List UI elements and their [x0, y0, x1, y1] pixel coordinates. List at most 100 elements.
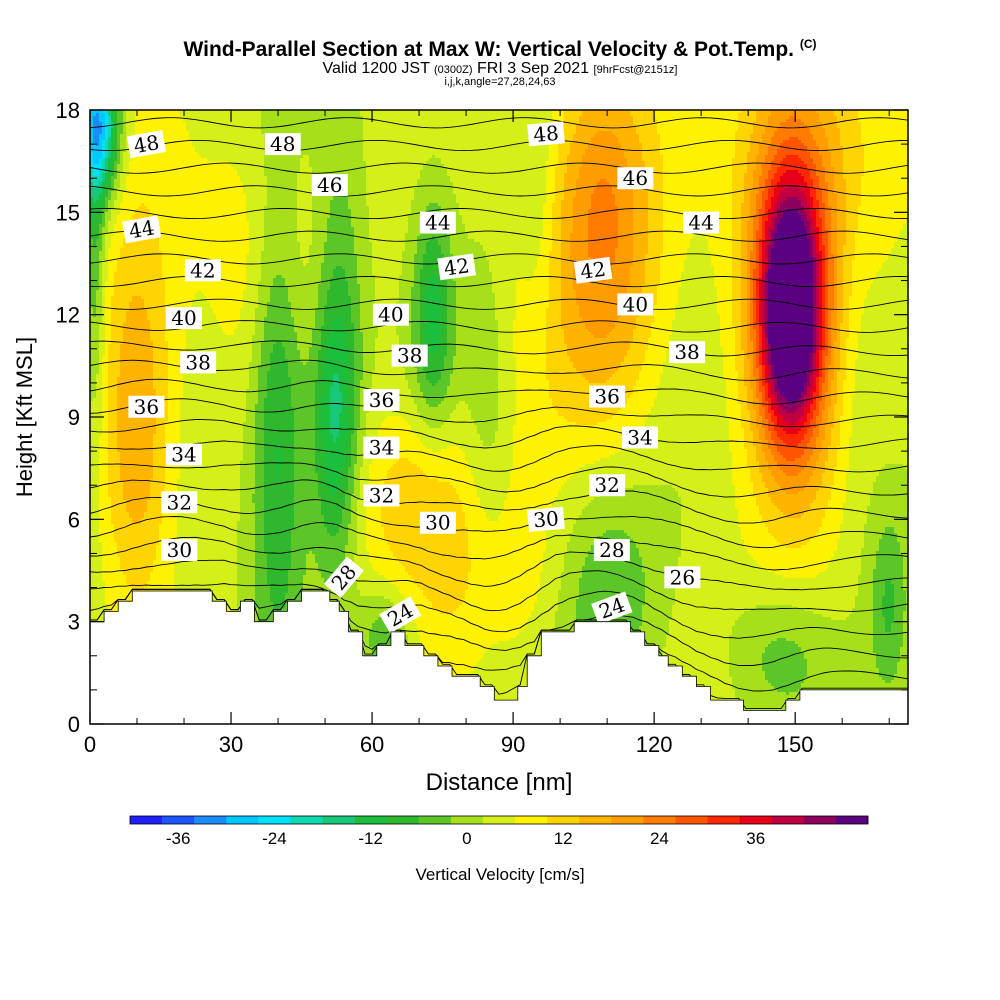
w-cell [105, 320, 108, 323]
w-cell [99, 602, 102, 605]
w-cell [105, 515, 108, 518]
w-cell [99, 452, 102, 455]
w-cell [93, 575, 96, 578]
w-cell [96, 437, 99, 440]
w-cell [105, 440, 108, 443]
w-cell [102, 584, 105, 587]
w-cell [96, 584, 99, 587]
w-cell [99, 272, 102, 275]
w-cell [99, 494, 102, 497]
w-cell [114, 452, 117, 455]
w-cell [105, 407, 108, 410]
w-cell [111, 275, 114, 278]
w-cell [111, 167, 114, 170]
w-cell [93, 155, 96, 158]
w-cell [105, 560, 108, 563]
w-cell [111, 419, 114, 422]
w-cell [114, 485, 117, 488]
w-cell [108, 179, 111, 182]
w-cell [96, 497, 99, 500]
w-cell [96, 422, 99, 425]
w-cell [105, 536, 108, 539]
w-cell [111, 293, 114, 296]
w-cell [99, 158, 102, 161]
w-cell [93, 329, 96, 332]
w-cell [93, 398, 96, 401]
w-cell [96, 215, 99, 218]
w-cell [99, 566, 102, 569]
w-cell [96, 425, 99, 428]
w-cell [111, 566, 114, 569]
w-cell [114, 167, 117, 170]
w-cell [102, 236, 105, 239]
w-cell [108, 539, 111, 542]
w-cell [102, 143, 105, 146]
w-cell [102, 179, 105, 182]
w-cell [102, 542, 105, 545]
w-cell [102, 191, 105, 194]
w-cell [93, 473, 96, 476]
w-cell [114, 392, 117, 395]
w-cell [114, 164, 117, 167]
w-cell [114, 413, 117, 416]
w-cell [93, 122, 96, 125]
w-cell [93, 539, 96, 542]
w-cell [102, 332, 105, 335]
w-cell [102, 146, 105, 149]
w-cell [102, 512, 105, 515]
w-cell [114, 395, 117, 398]
w-cell [108, 317, 111, 320]
w-cell [111, 560, 114, 563]
w-cell [105, 158, 108, 161]
w-cell [105, 209, 108, 212]
w-cell [114, 233, 117, 236]
w-cell [111, 347, 114, 350]
w-cell [99, 584, 102, 587]
w-cell [93, 377, 96, 380]
w-cell [111, 455, 114, 458]
w-cell [99, 407, 102, 410]
w-cell [96, 494, 99, 497]
w-cell [96, 161, 99, 164]
w-cell [114, 368, 117, 371]
w-cell [114, 548, 117, 551]
w-cell [93, 344, 96, 347]
w-cell [111, 143, 114, 146]
w-cell [93, 407, 96, 410]
w-cell [114, 419, 117, 422]
w-cell [114, 500, 117, 503]
w-cell [102, 407, 105, 410]
w-cell [117, 272, 120, 275]
w-cell [108, 164, 111, 167]
w-cell [99, 581, 102, 584]
w-cell [93, 614, 96, 617]
w-cell [117, 245, 120, 248]
w-cell [99, 116, 102, 119]
w-cell [96, 131, 99, 134]
w-cell [114, 254, 117, 257]
w-cell [99, 140, 102, 143]
w-cell [111, 593, 114, 596]
w-cell [93, 134, 96, 137]
w-cell [93, 257, 96, 260]
w-cell [114, 131, 117, 134]
w-cell [99, 218, 102, 221]
w-cell [111, 140, 114, 143]
w-cell [114, 320, 117, 323]
w-cell [108, 293, 111, 296]
w-cell [93, 452, 96, 455]
w-cell [99, 425, 102, 428]
w-cell [96, 311, 99, 314]
w-cell [105, 113, 108, 116]
w-cell [108, 566, 111, 569]
w-cell [102, 527, 105, 530]
w-cell [102, 581, 105, 584]
w-cell [99, 551, 102, 554]
w-cell [111, 203, 114, 206]
w-cell [102, 521, 105, 524]
w-cell [114, 464, 117, 467]
w-cell [93, 248, 96, 251]
w-cell [108, 242, 111, 245]
w-cell [111, 260, 114, 263]
w-cell [114, 224, 117, 227]
